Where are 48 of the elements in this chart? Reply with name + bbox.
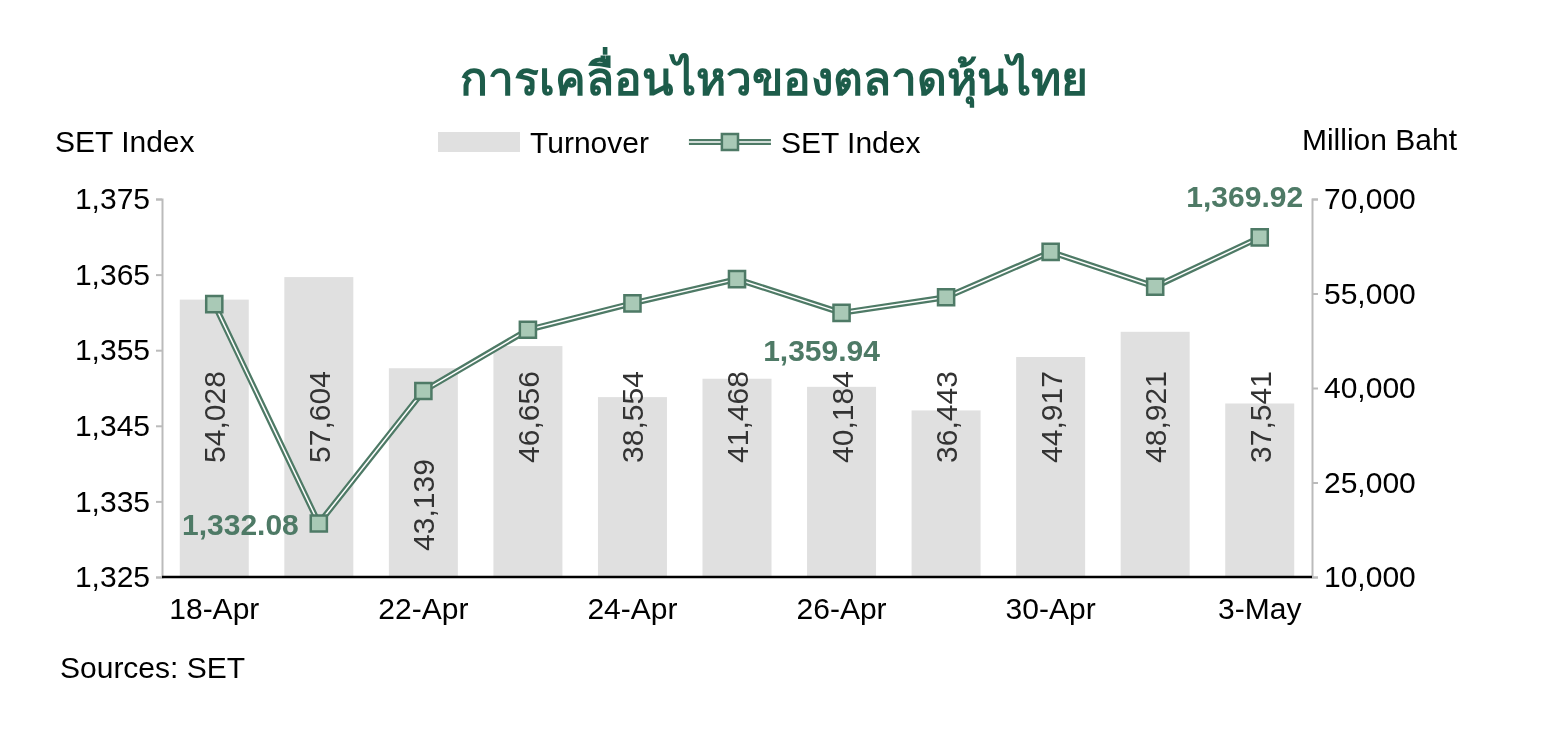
x-tick-label: 3-May: [1218, 592, 1302, 625]
x-tick-label: 30-Apr: [1005, 592, 1096, 625]
x-tick-label: 18-Apr: [169, 592, 260, 625]
y2-tick-label: 40,000: [1324, 371, 1416, 405]
y2-tick-label: 55,000: [1324, 276, 1416, 310]
point: [832, 303, 851, 323]
data-label: 1,359.94: [763, 333, 881, 367]
y-tick-label: 1,365: [74, 257, 150, 291]
data-label: 46,656: [511, 371, 545, 463]
legend-label: SET Index: [780, 126, 921, 159]
data-label: 37,541: [1243, 371, 1277, 463]
data-label: 41,468: [721, 371, 754, 463]
y2-tick-label: 10,000: [1324, 560, 1416, 594]
data-label: 40,184: [825, 371, 859, 463]
data-label: 38,554: [616, 371, 650, 463]
chart-title: การเคลื่อนไหวของตลาดหุ้นไทย: [460, 47, 1088, 108]
point: [623, 294, 642, 313]
y-tick-label: 1,335: [74, 484, 150, 518]
source-note: Sources: SET: [60, 651, 246, 684]
y-tick-label: 1,325: [74, 560, 150, 594]
x-tick-label: 26-Apr: [796, 592, 887, 625]
y2-axis-title: Million Baht: [1301, 123, 1458, 156]
data-label: 1,332.08: [182, 508, 299, 542]
y2-tick-label: 70,000: [1324, 182, 1416, 216]
y-tick-label: 1,345: [74, 408, 150, 442]
point: [309, 514, 329, 533]
y-tick-label: 1,375: [74, 182, 150, 216]
data-label: 44,917: [1034, 371, 1068, 463]
point: [936, 287, 956, 307]
point: [727, 269, 747, 289]
legend-label: Turnover: [530, 126, 649, 159]
point: [518, 320, 538, 340]
data-label: 36,443: [930, 371, 964, 463]
data-label: 57,604: [302, 371, 336, 463]
data-label: 43,139: [407, 459, 441, 551]
y-tick-label: 1,355: [74, 333, 150, 367]
data-label: 1,369.92: [1186, 180, 1304, 214]
data-label: 48,921: [1139, 371, 1173, 463]
x-tick-label: 24-Apr: [587, 592, 678, 625]
point: [1041, 242, 1060, 262]
y2-tick-label: 25,000: [1324, 465, 1416, 499]
point: [204, 294, 224, 314]
y-axis-title: SET Index: [55, 125, 195, 158]
point: [1250, 228, 1270, 247]
x-tick-label: 22-Apr: [378, 592, 469, 625]
point: [1145, 277, 1165, 297]
data-label: 54,028: [198, 371, 232, 463]
point: [414, 381, 433, 401]
